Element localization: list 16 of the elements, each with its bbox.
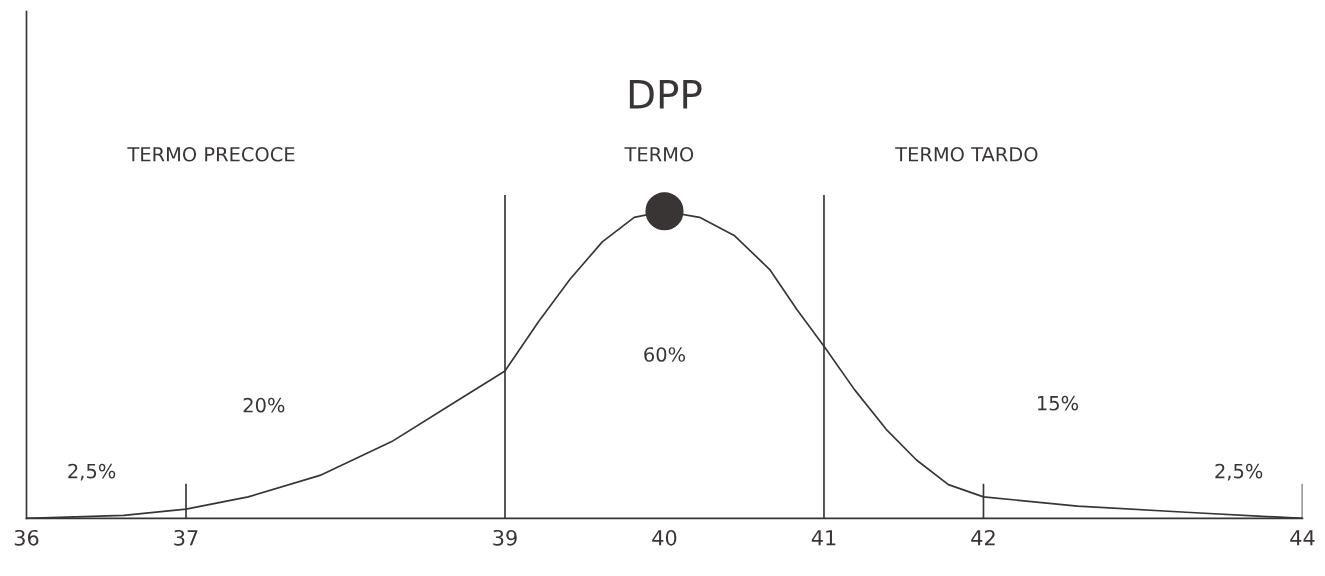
chart-title: DPP [629,80,702,109]
text: TERMO [624,146,694,162]
annotation: 20% [243,397,285,413]
annotation: 2,5% [68,463,116,481]
x-tick-label: 37 [174,529,198,546]
x-tick-label: 36 [14,529,39,546]
x-tick-label: 41 [811,530,836,546]
annotation: 2,5% [1215,463,1263,481]
x-tick-label: 44 [1290,530,1315,546]
x-tick-label: 40 [652,529,677,546]
text: TERMO TARDO [895,146,1038,162]
text: TERMO PRECOCE [127,146,295,162]
x-tick-label: 39 [493,529,517,546]
annotation: 15% [1038,395,1079,411]
annotation: 60% [644,347,686,362]
x-tick-label: 42 [971,529,995,546]
